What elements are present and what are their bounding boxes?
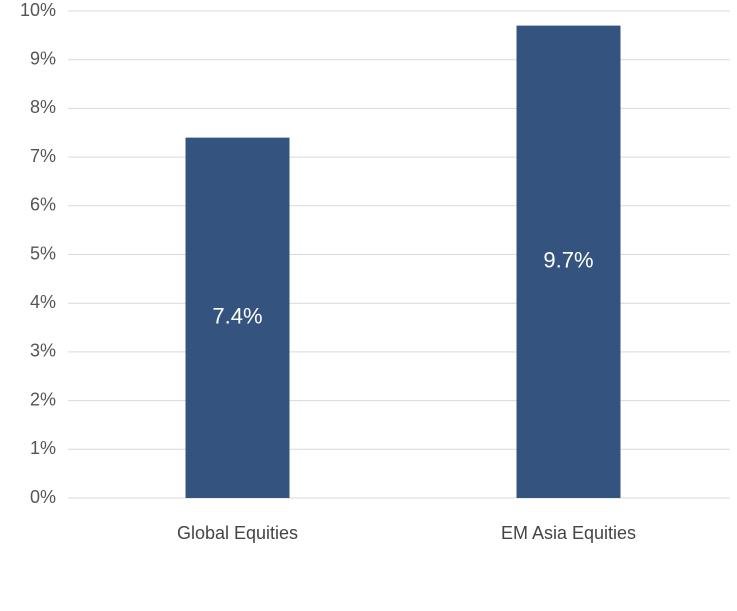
y-tick-label: 7% <box>30 146 56 166</box>
bar <box>185 137 290 498</box>
y-tick-label: 0% <box>30 487 56 507</box>
x-tick-label: EM Asia Equities <box>501 523 636 543</box>
y-tick-label: 4% <box>30 292 56 312</box>
y-tick-label: 5% <box>30 243 56 263</box>
bar <box>516 25 621 499</box>
y-tick-label: 8% <box>30 97 56 117</box>
y-tick-label: 10% <box>20 0 56 20</box>
y-tick-label: 9% <box>30 48 56 68</box>
x-tick-label: Global Equities <box>177 523 298 543</box>
value-label: 7.4% <box>212 304 262 329</box>
value-label: 9.7% <box>543 248 593 273</box>
y-tick-label: 2% <box>30 389 56 409</box>
y-tick-label: 3% <box>30 341 56 361</box>
y-tick-label: 6% <box>30 195 56 215</box>
y-tick-label: 1% <box>30 438 56 458</box>
